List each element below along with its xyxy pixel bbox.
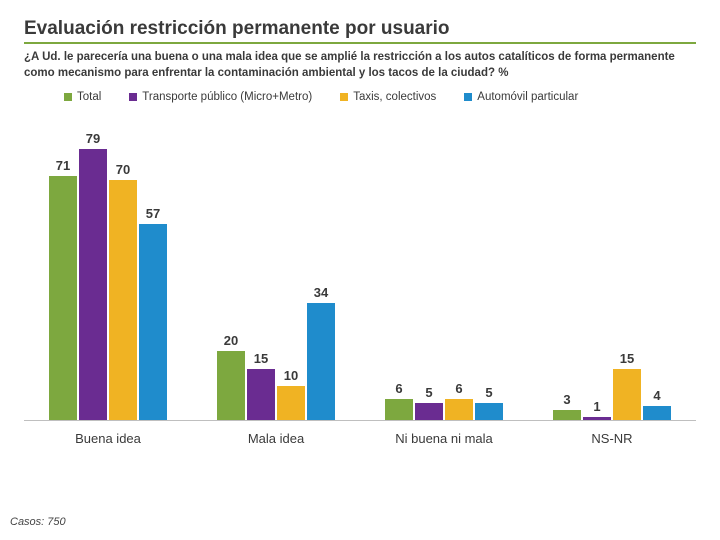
bar-value-label: 15: [620, 351, 634, 366]
bar-value-label: 70: [116, 162, 130, 177]
bar-group: 31154: [528, 111, 696, 420]
chart-footer: Casos: 750: [10, 516, 66, 528]
chart-subtitle: ¿A Ud. le parecería una buena o una mala…: [24, 50, 684, 81]
bar-value-label: 5: [485, 385, 492, 400]
legend-item: Total: [64, 91, 101, 103]
bar: 79: [79, 149, 107, 420]
legend-swatch: [464, 93, 472, 101]
bar-group: 20151034: [192, 111, 360, 420]
legend-swatch: [129, 93, 137, 101]
bar: 6: [445, 399, 473, 420]
bar: 57: [139, 224, 167, 420]
bar-value-label: 10: [284, 368, 298, 383]
bar: 6: [385, 399, 413, 420]
bar: 5: [475, 403, 503, 420]
bar: 5: [415, 403, 443, 420]
bar-value-label: 57: [146, 206, 160, 221]
bar: 71: [49, 176, 77, 420]
bar: 3: [553, 410, 581, 420]
x-axis-label: Ni buena ni mala: [360, 431, 528, 446]
legend-label: Automóvil particular: [477, 91, 578, 103]
bar-value-label: 15: [254, 351, 268, 366]
legend-label: Taxis, colectivos: [353, 91, 436, 103]
x-axis-label: NS-NR: [528, 431, 696, 446]
legend-swatch: [340, 93, 348, 101]
bar-group: 71797057: [24, 111, 192, 420]
x-axis-label: Mala idea: [192, 431, 360, 446]
legend-item: Transporte público (Micro+Metro): [129, 91, 312, 103]
bar: 20: [217, 351, 245, 420]
bar: 1: [583, 417, 611, 420]
bar-value-label: 3: [563, 392, 570, 407]
chart-plot: 7179705720151034656531154: [24, 111, 696, 421]
bar-value-label: 20: [224, 333, 238, 348]
bar-value-label: 1: [593, 399, 600, 414]
bar-value-label: 34: [314, 285, 328, 300]
bar-value-label: 4: [653, 388, 660, 403]
bar-value-label: 79: [86, 131, 100, 146]
legend-swatch: [64, 93, 72, 101]
chart-title: Evaluación restricción permanente por us…: [24, 18, 696, 44]
x-axis-label: Buena idea: [24, 431, 192, 446]
bar: 70: [109, 180, 137, 420]
chart-legend: Total Transporte público (Micro+Metro) Tax…: [24, 91, 696, 103]
bar-group: 6565: [360, 111, 528, 420]
bar-value-label: 5: [425, 385, 432, 400]
bar: 34: [307, 303, 335, 420]
bar-value-label: 6: [395, 381, 402, 396]
legend-item: Automóvil particular: [464, 91, 578, 103]
legend-label: Total: [77, 91, 101, 103]
bar-value-label: 71: [56, 158, 70, 173]
legend-item: Taxis, colectivos: [340, 91, 436, 103]
bar: 10: [277, 386, 305, 420]
legend-label: Transporte público (Micro+Metro): [142, 91, 312, 103]
bar: 4: [643, 406, 671, 420]
x-axis-labels: Buena ideaMala ideaNi buena ni malaNS-NR: [24, 421, 696, 446]
bar: 15: [247, 369, 275, 421]
bar-value-label: 6: [455, 381, 462, 396]
bar: 15: [613, 369, 641, 421]
